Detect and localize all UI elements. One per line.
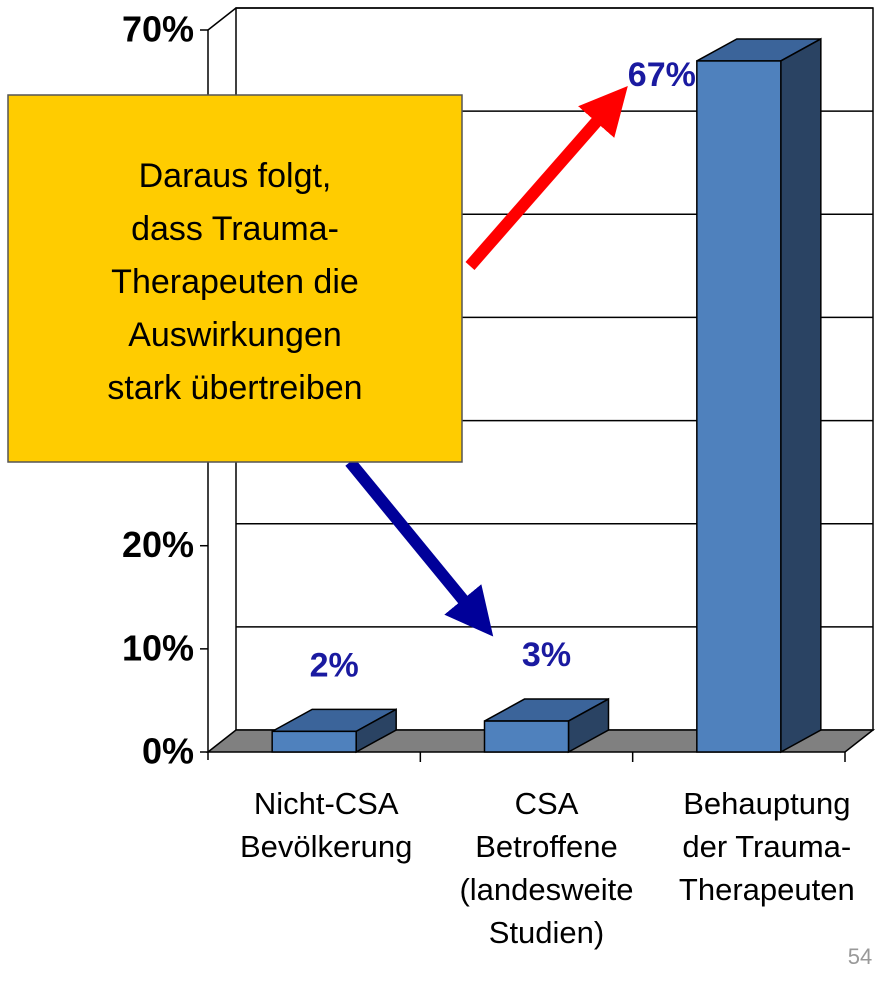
callout-text: Therapeuten die (111, 263, 359, 301)
bar-front (696, 60, 782, 753)
x-tick-label: Therapeuten (679, 872, 855, 907)
bar-front (271, 730, 357, 753)
red-arrow (465, 85, 628, 270)
y-tick-label: 70% (122, 9, 194, 50)
bar (483, 697, 610, 754)
value-label: 3% (522, 636, 571, 674)
y-tick-label: 20% (122, 524, 194, 565)
y-tick-label: 0% (142, 731, 194, 772)
x-tick-label: Studien) (489, 915, 604, 950)
x-tick-label: Betroffene (475, 829, 617, 864)
overlay: Daraus folgt, dass Trauma- Therapeuten die… (7, 85, 628, 637)
y-tick-label: 10% (122, 627, 194, 668)
bar (271, 708, 397, 754)
x-tick-label: Behauptung (683, 786, 850, 821)
side-edge (207, 7, 237, 31)
callout-text: Daraus folgt, (139, 157, 332, 195)
x-tick-label: der Trauma- (682, 829, 851, 864)
x-tick-label: CSA (515, 786, 579, 821)
callout-text: stark übertreiben (107, 369, 362, 407)
x-tick-label: Nicht-CSA (254, 786, 399, 821)
blue-arrow (345, 458, 494, 637)
bar-side (780, 37, 822, 754)
x-tick-label: Bevölkerung (240, 829, 412, 864)
callout-text: dass Trauma- (131, 210, 339, 248)
x-tick-label: (landesweite (459, 872, 633, 907)
page-number: 54 (848, 944, 872, 969)
value-label: 2% (310, 646, 359, 684)
bars: 2% Nicht-CSA Bevölkerung 3% CSA Betroffene (la… (240, 37, 855, 950)
bar (696, 37, 822, 754)
bar-front (483, 720, 570, 753)
callout-box (7, 94, 463, 463)
value-label: 67% (628, 56, 696, 94)
callout-text: Auswirkungen (128, 316, 342, 354)
